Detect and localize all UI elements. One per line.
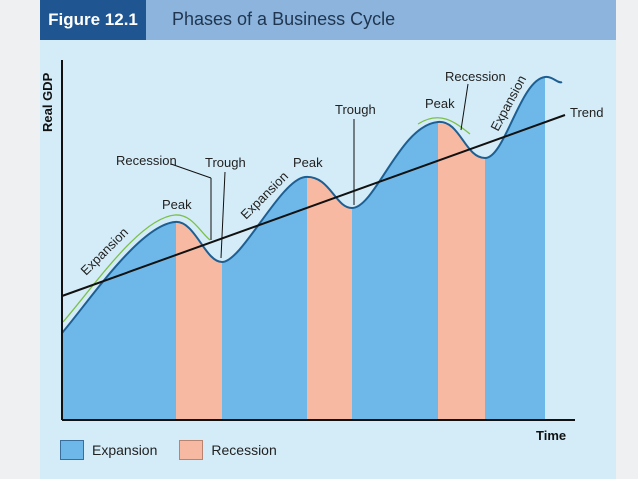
y-axis-label: Real GDP [40,72,55,132]
label-trend: Trend [570,105,603,120]
legend: Expansion Recession [60,440,277,460]
figure-title: Phases of a Business Cycle [172,9,396,29]
legend-recession-swatch [179,440,204,460]
leader-recession-2 [460,83,469,131]
leader-trough-1 [220,171,226,259]
legend-expansion-label: Expansion [92,442,158,458]
label-trough-2: Trough [335,102,376,117]
expansion-highlight-2 [417,117,471,135]
legend-recession-label: Recession [211,442,277,458]
label-peak-1: Peak [162,197,192,212]
trend-line [61,114,566,297]
label-recession-2: Recession [445,69,506,84]
recession-band-3 [438,77,485,420]
business-cycle-curve [61,75,563,334]
legend-expansion-swatch [60,440,84,460]
x-axis-label: Time [536,428,566,443]
label-recession-1: Recession [116,153,177,168]
label-peak-3: Peak [425,96,455,111]
expansion-highlight-1 [62,214,211,323]
label-trough-1: Trough [205,155,246,170]
label-peak-2: Peak [293,155,323,170]
leader-recession-1 [170,163,212,179]
figure-label: Figure 12.1 [40,0,146,40]
